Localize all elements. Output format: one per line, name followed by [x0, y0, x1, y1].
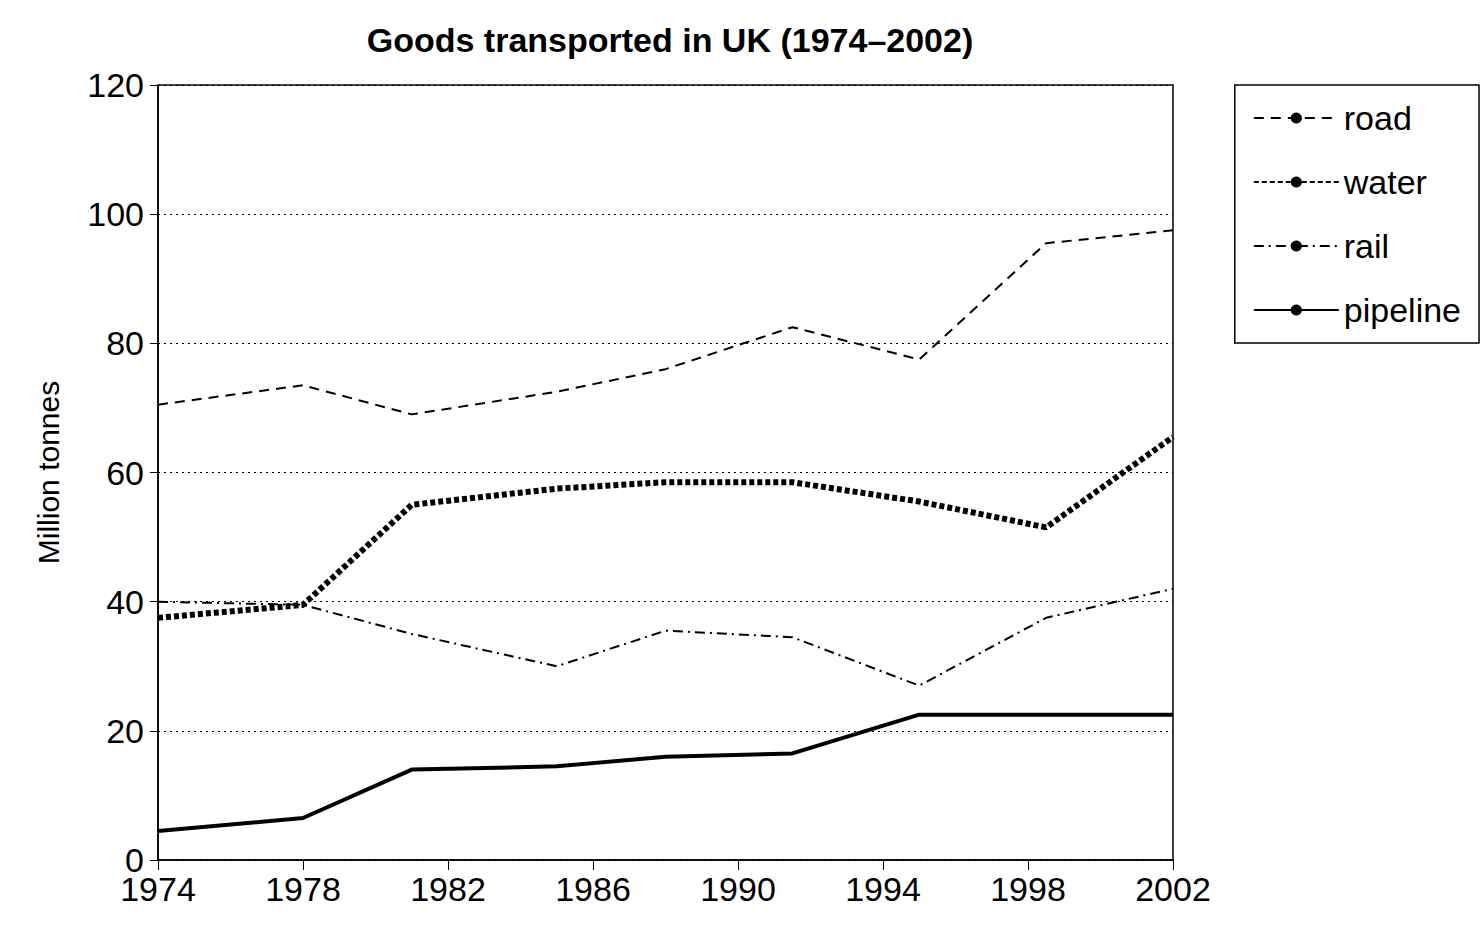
svg-text:1994: 1994 [845, 870, 921, 908]
svg-text:60: 60 [106, 454, 144, 492]
svg-text:1986: 1986 [555, 870, 631, 908]
svg-text:80: 80 [106, 324, 144, 362]
svg-text:1978: 1978 [265, 870, 341, 908]
svg-text:Goods transported in UK (1974–: Goods transported in UK (1974–2002) [367, 21, 974, 59]
svg-text:0: 0 [125, 841, 144, 879]
svg-text:1998: 1998 [990, 870, 1066, 908]
svg-text:100: 100 [87, 195, 144, 233]
svg-text:20: 20 [106, 712, 144, 750]
svg-text:1982: 1982 [410, 870, 486, 908]
svg-text:1974: 1974 [120, 870, 196, 908]
svg-text:pipeline: pipeline [1344, 291, 1461, 329]
svg-text:rail: rail [1344, 227, 1389, 265]
svg-text:1990: 1990 [700, 870, 776, 908]
svg-text:water: water [1343, 163, 1427, 201]
svg-text:Million tonnes: Million tonnes [32, 381, 65, 564]
svg-text:40: 40 [106, 583, 144, 621]
svg-text:2002: 2002 [1135, 870, 1211, 908]
svg-text:120: 120 [87, 66, 144, 104]
svg-text:road: road [1344, 99, 1412, 137]
